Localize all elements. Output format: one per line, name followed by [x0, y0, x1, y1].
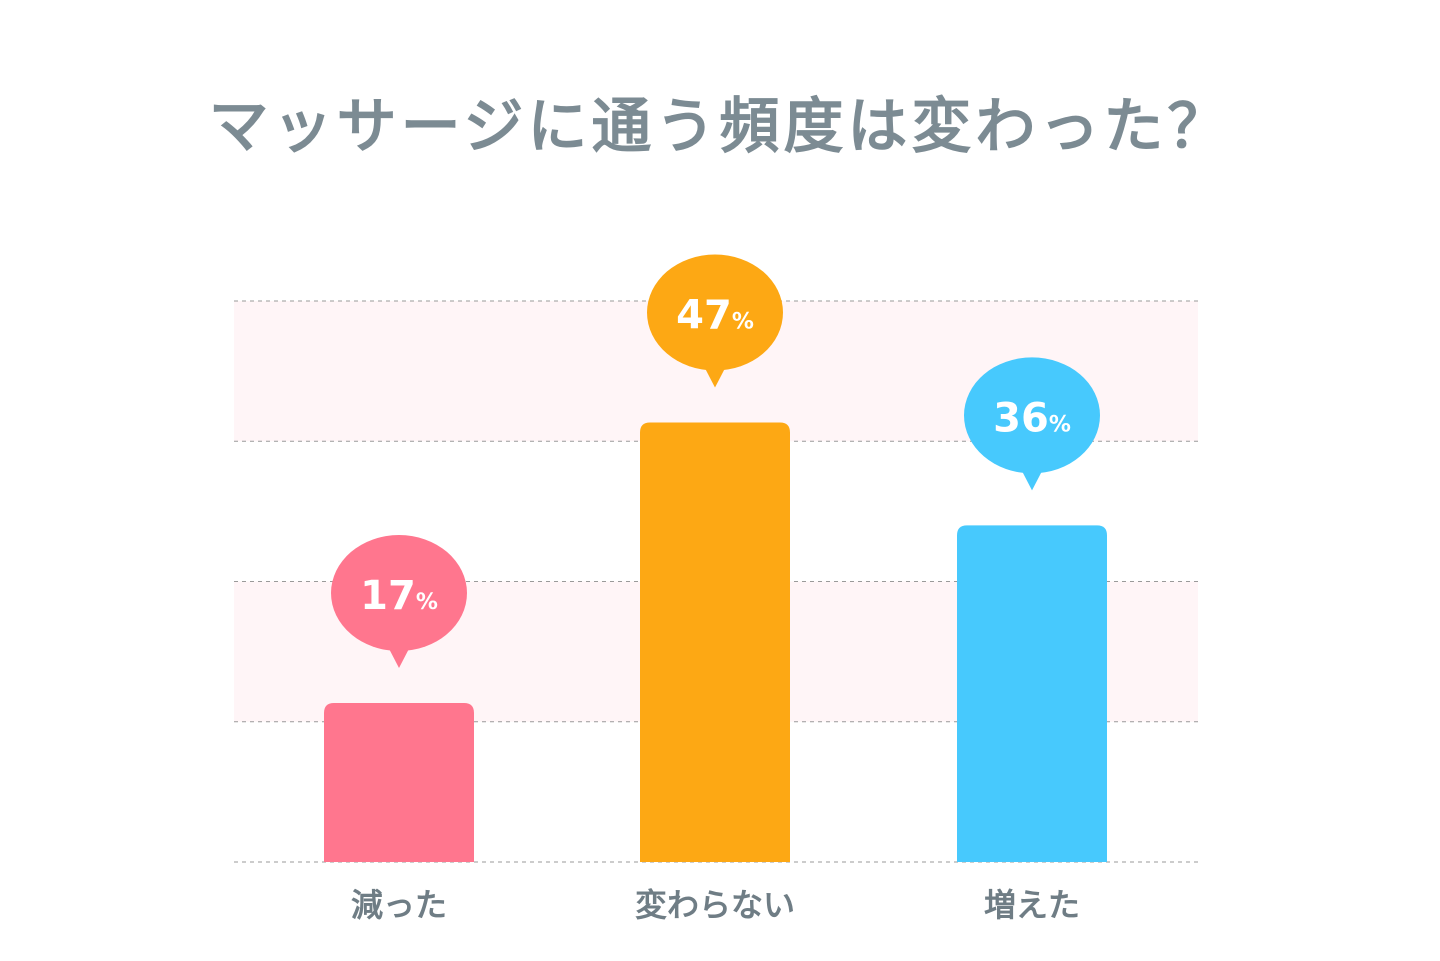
category-label: 減った	[351, 886, 447, 924]
value-number: 17	[360, 573, 416, 619]
bubble-body	[331, 535, 467, 652]
bar	[324, 703, 474, 862]
chart-title: マッサージに通う頻度は変わった？	[208, 92, 1232, 162]
category-labels: 減った 変わらない 増えた	[351, 886, 1080, 924]
bar	[640, 422, 790, 862]
value-label: 17%	[360, 573, 438, 619]
value-unit: %	[732, 310, 754, 335]
bubble-tail	[385, 641, 413, 669]
value-bubble: 17%	[331, 535, 467, 669]
bar	[957, 525, 1107, 862]
value-unit: %	[1049, 412, 1071, 437]
bubble-tail	[1018, 463, 1046, 491]
bubble-tail	[701, 360, 729, 388]
value-unit: %	[416, 590, 438, 615]
value-bubbles: 17%47%36%	[331, 254, 1100, 669]
value-bubble: 47%	[647, 254, 783, 388]
bars	[324, 422, 1107, 862]
value-number: 47	[676, 293, 732, 339]
bubble-body	[964, 357, 1100, 474]
value-label: 36%	[993, 395, 1071, 441]
category-label: 増えた	[984, 886, 1080, 924]
value-bubble: 36%	[964, 357, 1100, 491]
bubble-body	[647, 254, 783, 371]
value-label: 47%	[676, 293, 754, 339]
value-number: 36	[993, 395, 1049, 441]
category-label: 変わらない	[635, 886, 795, 924]
